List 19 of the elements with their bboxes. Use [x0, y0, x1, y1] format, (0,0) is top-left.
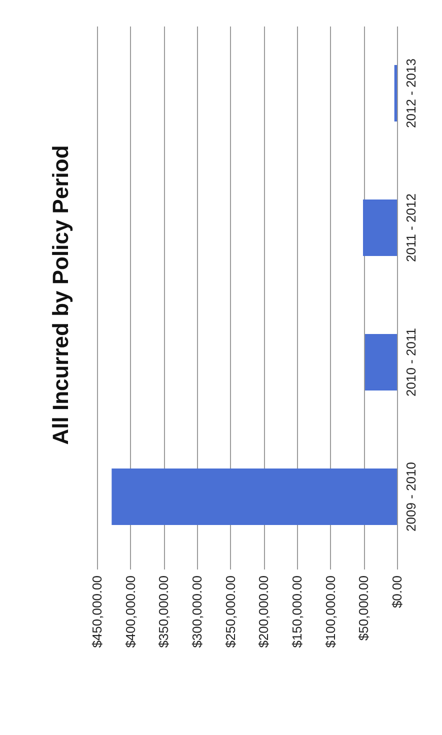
y-tick-label: 2009 - 2010	[404, 462, 418, 532]
x-tick-label: $350,000.00	[156, 576, 172, 648]
bar	[394, 65, 397, 122]
x-tick-label: $0.00	[390, 576, 404, 608]
x-tick-label: $100,000.00	[322, 576, 338, 648]
x-tick-label: $250,000.00	[222, 576, 238, 648]
x-tick-label: $200,000.00	[256, 576, 272, 648]
y-tick-label: 2010 - 2011	[404, 328, 418, 396]
x-tick-label: $400,000.00	[122, 576, 138, 648]
x-tick-label: $300,000.00	[190, 576, 204, 648]
text: All Incurred by Policy Period	[48, 145, 73, 445]
bar	[112, 468, 397, 525]
x-tick-label: $50,000.00	[356, 576, 372, 641]
bar	[365, 334, 397, 390]
y-tick-label: 2011 - 2012	[404, 194, 418, 262]
bar	[363, 200, 397, 256]
x-tick-label: $450,000.00	[90, 576, 104, 648]
y-tick-label: 2012 - 2013	[404, 58, 418, 128]
x-tick-label: $150,000.00	[290, 576, 304, 648]
